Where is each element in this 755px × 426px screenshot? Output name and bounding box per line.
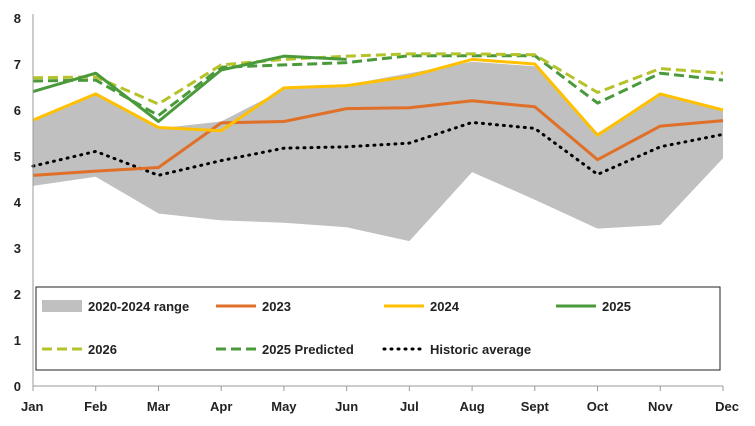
- legend-label-2025: 2025: [602, 299, 631, 314]
- legend-label-2023: 2023: [262, 299, 291, 314]
- y-tick-label: 7: [14, 57, 21, 72]
- x-tick-label: Aug: [459, 399, 484, 414]
- x-tick-label: Sept: [521, 399, 550, 414]
- range-layer: [33, 61, 723, 242]
- x-tick-label: Nov: [648, 399, 673, 414]
- y-tick-label: 5: [14, 149, 21, 164]
- series-line-2023: [32, 99, 724, 177]
- y-tick-label: 3: [14, 241, 21, 256]
- x-tick-label: Oct: [587, 399, 609, 414]
- y-tick-label: 2: [14, 287, 21, 302]
- series-line-2025-predicted: [32, 54, 724, 118]
- legend-label-historic-average: Historic average: [430, 342, 531, 357]
- legend-label-2024: 2024: [430, 299, 460, 314]
- y-tick-label: 6: [14, 103, 21, 118]
- x-tick-label: Jan: [21, 399, 43, 414]
- y-tick-label: 0: [14, 379, 21, 394]
- legend-box: [35, 286, 721, 371]
- x-tick-label: Apr: [210, 399, 232, 414]
- legend: 2020-2024 range 2023 2024 2025 2026 2025 Pred…: [35, 286, 721, 371]
- x-tick-label: Feb: [84, 399, 107, 414]
- x-tick-label: Dec: [715, 399, 739, 414]
- series-line-2024: [32, 57, 724, 137]
- legend-swatch-2020-2024-range: [42, 300, 82, 312]
- legend-label-2025-predicted: 2025 Predicted: [262, 342, 354, 357]
- series-line-2025: [32, 54, 347, 123]
- series-line-historic-average: [31, 120, 725, 177]
- legend-label-2020-2024-range: 2020-2024 range: [88, 299, 189, 314]
- y-tick-label: 4: [14, 195, 22, 210]
- series-layer: [31, 52, 725, 177]
- series-line-2026: [32, 52, 724, 106]
- x-tick-label: Mar: [147, 399, 170, 414]
- axis-layer: 0 1 2 3 4 5 6 7 8 Jan Feb Mar Apr May Jun Jul Aug Sept Oct…: [14, 11, 739, 414]
- x-tick-label: Jul: [400, 399, 419, 414]
- x-tick-label: Jun: [335, 399, 358, 414]
- x-tick-label: May: [271, 399, 297, 414]
- y-tick-label: 8: [14, 11, 21, 26]
- legend-label-2026: 2026: [88, 342, 117, 357]
- range-band: [33, 61, 723, 242]
- y-tick-label: 1: [14, 333, 21, 348]
